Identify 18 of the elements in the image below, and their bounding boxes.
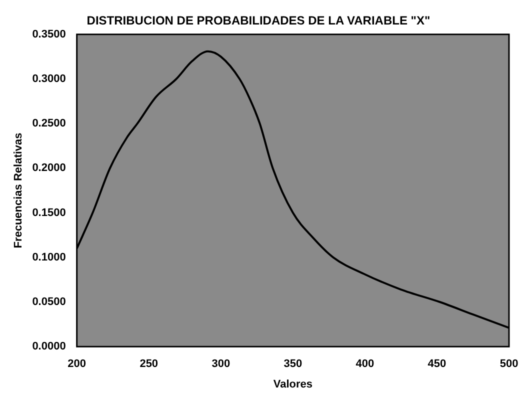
x-tick-label: 500 xyxy=(500,358,518,370)
y-tick-label: 0.0000 xyxy=(32,340,66,353)
y-tick-label: 0.1000 xyxy=(32,251,66,264)
x-tick-label: 400 xyxy=(356,358,374,370)
y-tick-label: 0.2500 xyxy=(32,118,66,130)
y-tick-label: 0.2000 xyxy=(32,162,66,174)
x-axis-title: Valores xyxy=(273,378,312,390)
y-tick-label: 0.3500 xyxy=(32,28,66,40)
x-tick-label: 250 xyxy=(140,358,158,370)
x-tick-label: 200 xyxy=(68,358,86,370)
y-tick-label: 0.3000 xyxy=(32,73,66,86)
x-tick-label: 350 xyxy=(284,358,302,370)
y-tick-label: 0.0500 xyxy=(32,296,66,308)
chart-title: DISTRIBUCION DE PROBABILIDADES DE LA VARIABLE "X" xyxy=(86,14,430,28)
y-axis-title: Frecuencias Relativas xyxy=(12,132,25,248)
x-tick-label: 450 xyxy=(428,358,446,370)
y-tick-label: 0.1500 xyxy=(32,206,66,219)
x-tick-label: 300 xyxy=(212,358,230,370)
